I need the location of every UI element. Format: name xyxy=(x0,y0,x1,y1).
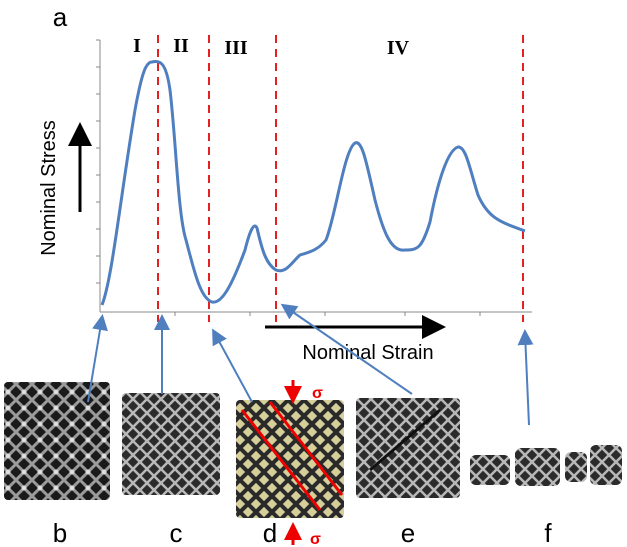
shear-band xyxy=(268,401,344,496)
shear-bands xyxy=(240,401,344,511)
fragment xyxy=(470,455,510,485)
photo-label: f xyxy=(544,518,552,547)
shear-band xyxy=(240,409,322,511)
photo-d xyxy=(236,400,344,518)
panel-label: a xyxy=(53,2,68,32)
axes xyxy=(96,39,532,316)
pointer xyxy=(212,328,253,403)
fragment xyxy=(515,448,560,486)
axis-ticks xyxy=(96,39,481,316)
region-dividers xyxy=(157,35,524,322)
photo-label: e xyxy=(401,518,415,547)
stress-strain-curve xyxy=(100,59,526,306)
y-axis-label: Nominal Stress xyxy=(38,120,60,256)
load-symbol: σ xyxy=(312,385,323,402)
photo-b xyxy=(4,382,110,500)
pointer xyxy=(517,329,534,426)
region-label: III xyxy=(224,37,248,59)
load-symbol: σ xyxy=(310,531,321,547)
photo-c xyxy=(122,393,220,495)
region-label: I xyxy=(133,35,141,57)
photo-label: b xyxy=(53,518,67,547)
photo-label: c xyxy=(170,518,183,547)
photo-e xyxy=(356,398,460,498)
photo-f xyxy=(470,445,622,486)
x-axis-label: Nominal Strain xyxy=(302,342,433,364)
region-label: II xyxy=(173,35,189,57)
pointer xyxy=(87,314,108,403)
photo-label: d xyxy=(263,518,277,547)
region-label: IV xyxy=(387,37,410,59)
fragment xyxy=(565,452,587,482)
pointer-arrows xyxy=(87,303,534,426)
crack xyxy=(369,408,441,472)
fragment xyxy=(590,445,622,485)
pointer xyxy=(280,303,413,395)
